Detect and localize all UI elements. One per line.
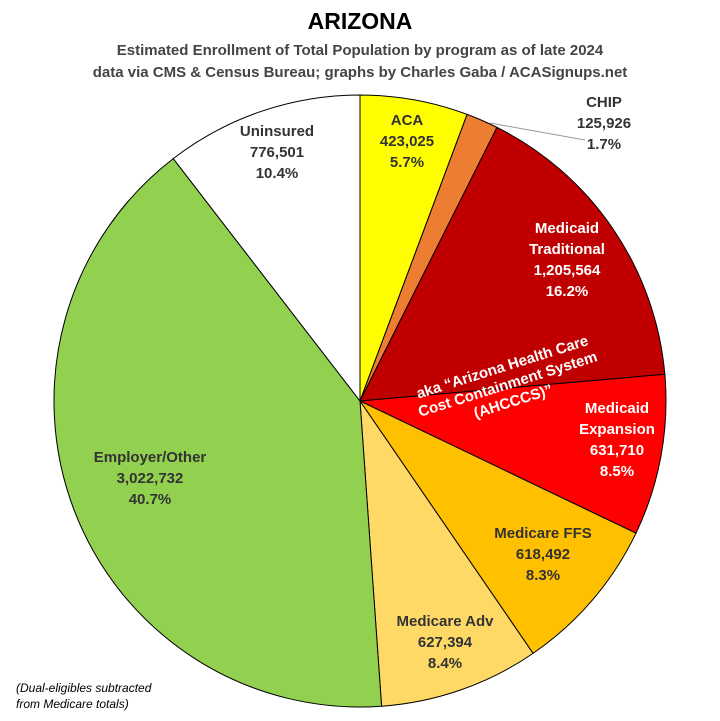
label-medicaid-traditional-value: 1,205,564 [534, 262, 601, 279]
footnote: (Dual-eligibles subtracted from Medicare… [16, 680, 151, 712]
label-uninsured-percent: 10.4% [256, 165, 299, 182]
slice-medicaid-expansion [358, 373, 667, 534]
slice-uninsured [172, 94, 361, 403]
footnote-line-1: (Dual-eligibles subtracted [16, 681, 152, 695]
label-employer-other-percent: 40.7% [129, 491, 172, 508]
slice-medicaid-traditional [359, 126, 666, 402]
label-uninsured-name: Uninsured [240, 123, 314, 140]
label-chip-name: CHIP [586, 94, 622, 111]
slice-medicare-ffs [358, 399, 637, 655]
pie-slices [53, 94, 667, 708]
chart-subtitle-line-2: data via CMS & Census Bureau; graphs by … [92, 64, 628, 81]
slice-medicare-adv [359, 399, 534, 707]
chip-leader-line [489, 122, 586, 141]
label-medicare-adv-value: 627,394 [418, 634, 473, 651]
label-medicare-ffs-name: Medicare FFS [494, 525, 592, 542]
slice-employer-other [53, 157, 383, 708]
label-employer-other-value: 3,022,732 [117, 470, 184, 487]
label-chip-percent: 1.7% [587, 136, 621, 153]
label-medicaid-traditional-name: Medicaid [535, 220, 599, 237]
label-aca-value: 423,025 [380, 133, 434, 150]
chart-title: ARIZONA [307, 8, 413, 34]
label-medicaid-traditional-percent: 16.2% [546, 283, 589, 300]
chart-subtitle-line-1: Estimated Enrollment of Total Population… [116, 42, 604, 59]
label-medicare-adv-percent: 8.4% [428, 655, 462, 672]
label-chip-value: 125,926 [577, 115, 631, 132]
label-medicare-ffs-value: 618,492 [516, 546, 570, 563]
label-aca-percent: 5.7% [390, 154, 424, 171]
label-aca-name: ACA [391, 112, 424, 129]
label-employer-other-name: Employer/Other [94, 449, 207, 466]
label-medicaid-expansion-percent: 8.5% [600, 463, 634, 480]
label-medicaid-traditional-name: Traditional [529, 241, 605, 258]
label-medicaid-expansion-value: 631,710 [590, 442, 644, 459]
label-medicaid-expansion-name: Medicaid [585, 400, 649, 417]
footnote-line-2: from Medicare totals) [16, 697, 129, 711]
label-medicare-ffs-percent: 8.3% [526, 567, 560, 584]
label-medicare-adv-name: Medicare Adv [397, 613, 495, 630]
label-uninsured-value: 776,501 [250, 144, 304, 161]
label-medicaid-expansion-name: Expansion [579, 421, 655, 438]
pie-labels: ACA 423,025 5.7% CHIP 125,926 1.7% Medicaid Tra… [94, 94, 655, 672]
